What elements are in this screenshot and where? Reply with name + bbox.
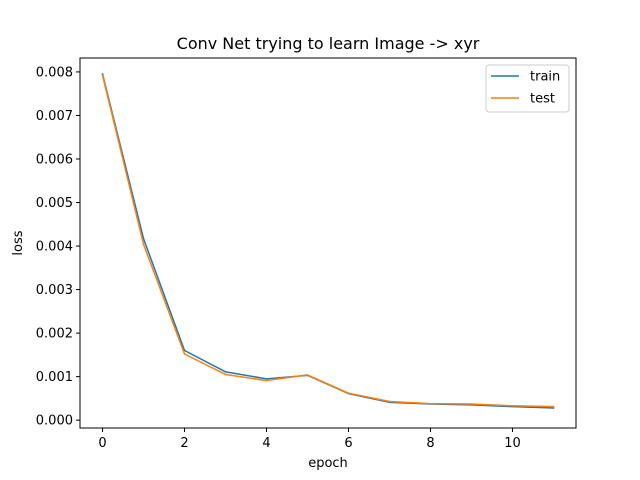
legend-label-test: test bbox=[530, 92, 555, 107]
data-point-train bbox=[265, 378, 268, 380]
series-line-test bbox=[101, 74, 555, 408]
data-point-train bbox=[142, 237, 145, 240]
y-tick-label: 0.001 bbox=[36, 370, 73, 385]
x-axis: 0 2 4 6 8 10 bbox=[98, 428, 521, 451]
data-point-train bbox=[552, 407, 555, 409]
data-point-test bbox=[388, 400, 391, 403]
legend: train test bbox=[485, 64, 570, 113]
y-tick-label: 0.002 bbox=[36, 327, 73, 342]
x-axis-label: epoch bbox=[308, 456, 348, 471]
y-tick-label: 0.004 bbox=[36, 240, 73, 255]
y-tick-label: 0.005 bbox=[36, 196, 73, 211]
data-point-test bbox=[183, 353, 186, 355]
chart-title: Conv Net trying to learn Image -> xyr bbox=[177, 34, 480, 53]
x-tick-label: 10 bbox=[504, 436, 521, 451]
data-point-train bbox=[101, 73, 104, 75]
data-point-test bbox=[224, 373, 227, 376]
plot-lines bbox=[101, 73, 555, 409]
y-tick-label: 0.000 bbox=[36, 414, 73, 429]
data-point-test bbox=[429, 402, 432, 405]
data-point-test bbox=[306, 374, 309, 376]
legend-label-train: train bbox=[530, 70, 560, 85]
plot-frame bbox=[79, 57, 577, 429]
y-tick-label: 0.006 bbox=[36, 152, 73, 167]
data-point-test bbox=[470, 403, 473, 405]
data-point-test bbox=[552, 405, 555, 408]
data-point-test bbox=[101, 74, 104, 77]
y-tick-label: 0.008 bbox=[36, 65, 73, 80]
data-point-test bbox=[347, 392, 350, 394]
data-point-test bbox=[265, 379, 268, 382]
y-tick-label: 0.003 bbox=[36, 283, 73, 298]
x-tick-label: 6 bbox=[344, 436, 352, 451]
data-point-train bbox=[224, 371, 227, 373]
x-tick-label: 0 bbox=[98, 436, 106, 451]
x-tick-label: 2 bbox=[180, 436, 188, 451]
x-tick-label: 4 bbox=[262, 436, 270, 451]
y-tick-label: 0.007 bbox=[36, 109, 73, 124]
y-axis-label: loss bbox=[11, 230, 26, 255]
y-axis: 0.000 0.001 0.002 0.003 0.004 0.005 0.006 0.007… bbox=[36, 65, 80, 429]
data-point-test bbox=[142, 243, 145, 246]
x-tick-label: 8 bbox=[426, 436, 434, 451]
data-point-test bbox=[511, 405, 514, 407]
